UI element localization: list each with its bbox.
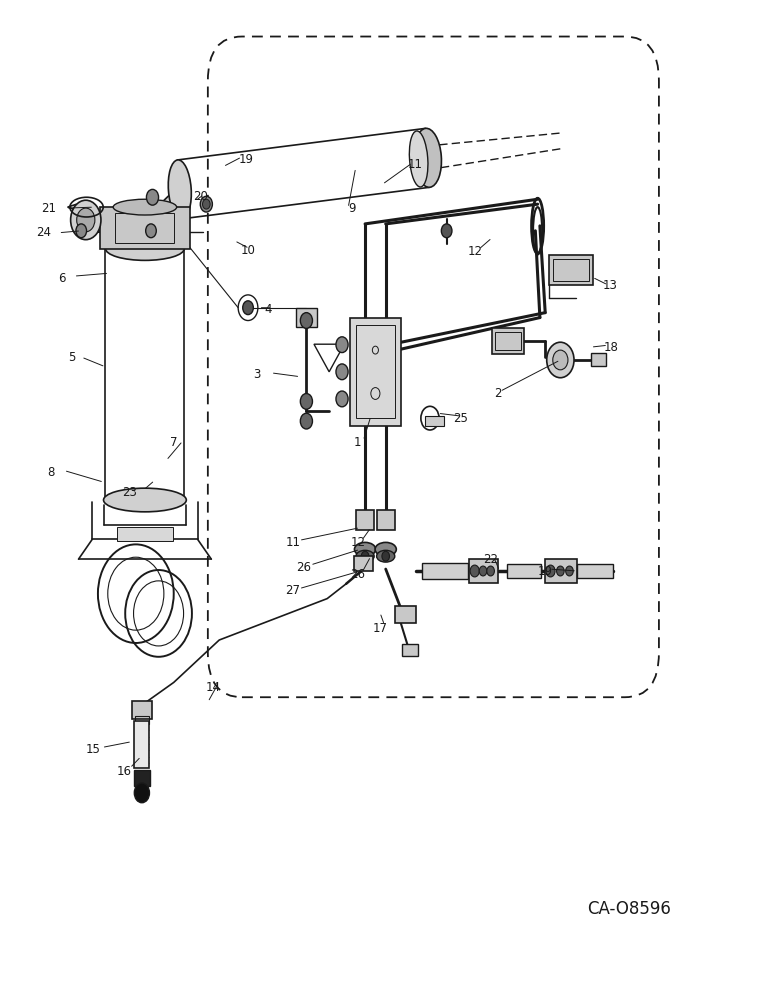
Bar: [553, 259, 589, 281]
Ellipse shape: [354, 542, 376, 556]
Bar: [135, 716, 149, 724]
Text: 6: 6: [58, 272, 66, 285]
Bar: [545, 559, 577, 583]
Text: 20: 20: [193, 190, 208, 203]
Bar: [507, 564, 541, 578]
Circle shape: [382, 551, 390, 561]
Circle shape: [70, 200, 101, 240]
Text: 19: 19: [538, 565, 553, 578]
Text: 2: 2: [493, 387, 501, 400]
Text: 1: 1: [354, 436, 361, 449]
Polygon shape: [154, 180, 185, 209]
Circle shape: [202, 199, 210, 209]
Text: 11: 11: [408, 158, 422, 171]
Bar: [134, 770, 151, 786]
Text: 26: 26: [296, 561, 312, 574]
Text: 7: 7: [170, 436, 178, 449]
Text: 24: 24: [36, 226, 51, 239]
Circle shape: [134, 783, 150, 803]
Ellipse shape: [375, 542, 396, 556]
Bar: [377, 510, 394, 530]
Circle shape: [553, 350, 568, 370]
Bar: [132, 701, 152, 719]
Bar: [492, 328, 524, 354]
Text: 22: 22: [483, 553, 498, 566]
Text: 12: 12: [350, 536, 365, 549]
Bar: [356, 510, 374, 530]
Text: 16: 16: [117, 765, 132, 778]
Text: 13: 13: [602, 279, 617, 292]
Bar: [549, 255, 593, 285]
Bar: [402, 644, 418, 656]
Ellipse shape: [356, 550, 374, 562]
Ellipse shape: [414, 128, 442, 187]
Circle shape: [146, 224, 156, 238]
Circle shape: [487, 566, 494, 576]
Circle shape: [200, 196, 212, 212]
Ellipse shape: [168, 160, 191, 219]
Circle shape: [300, 313, 313, 328]
Text: 27: 27: [285, 584, 300, 597]
Circle shape: [76, 224, 86, 238]
Circle shape: [547, 342, 574, 378]
Circle shape: [300, 413, 313, 429]
Circle shape: [336, 391, 348, 407]
Bar: [117, 527, 172, 541]
Text: 26: 26: [350, 568, 365, 581]
Circle shape: [76, 208, 95, 232]
Ellipse shape: [106, 237, 185, 260]
Bar: [495, 332, 521, 350]
Bar: [425, 416, 445, 426]
Ellipse shape: [113, 199, 177, 215]
Text: 15: 15: [85, 743, 100, 756]
Bar: [100, 207, 190, 249]
Circle shape: [546, 565, 555, 577]
Text: 12: 12: [467, 245, 482, 258]
Circle shape: [479, 566, 487, 576]
Bar: [577, 564, 614, 578]
Text: CA-O8596: CA-O8596: [587, 900, 671, 918]
Circle shape: [336, 337, 348, 353]
Circle shape: [442, 224, 452, 238]
Text: 23: 23: [122, 486, 137, 499]
Circle shape: [242, 301, 253, 315]
Text: 17: 17: [372, 622, 388, 635]
Bar: [296, 308, 317, 327]
Bar: [422, 563, 468, 579]
Bar: [591, 353, 606, 366]
Ellipse shape: [409, 131, 428, 187]
Bar: [350, 318, 401, 426]
Circle shape: [147, 189, 158, 205]
Circle shape: [300, 393, 313, 409]
Text: 14: 14: [205, 681, 221, 694]
Circle shape: [336, 364, 348, 380]
Text: 4: 4: [265, 303, 273, 316]
Text: 11: 11: [285, 536, 300, 549]
Circle shape: [557, 566, 564, 576]
Bar: [354, 556, 373, 571]
Text: 25: 25: [453, 412, 468, 425]
Bar: [356, 325, 395, 418]
Text: 3: 3: [253, 368, 261, 381]
Bar: [134, 721, 150, 768]
Text: 10: 10: [241, 244, 256, 257]
Text: 9: 9: [348, 202, 356, 215]
Ellipse shape: [377, 550, 394, 562]
Text: 8: 8: [47, 466, 55, 479]
Text: 21: 21: [41, 202, 56, 215]
Bar: [469, 559, 498, 583]
Text: 18: 18: [604, 341, 618, 354]
Circle shape: [566, 566, 574, 576]
Bar: [394, 606, 416, 623]
Circle shape: [470, 565, 479, 577]
Text: 5: 5: [68, 351, 75, 364]
Bar: [116, 213, 174, 243]
Circle shape: [361, 551, 369, 561]
Text: 19: 19: [239, 153, 253, 166]
Ellipse shape: [103, 488, 186, 512]
